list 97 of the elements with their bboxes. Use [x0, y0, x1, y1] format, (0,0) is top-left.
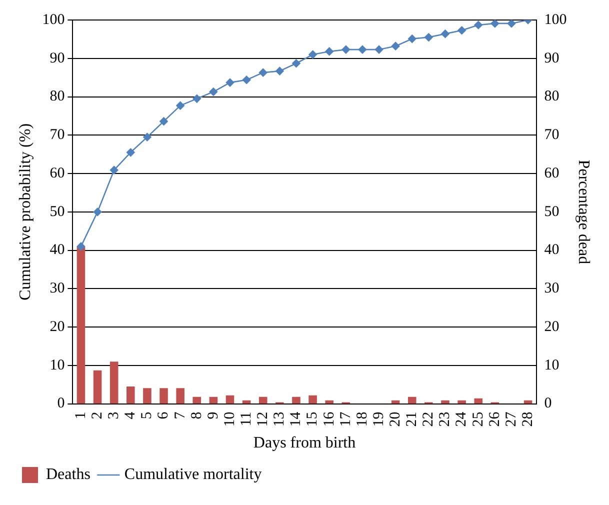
point: [408, 34, 416, 43]
legend-label: Deaths: [46, 466, 90, 484]
bar: [160, 388, 168, 404]
x-tick-label: 18: [354, 412, 370, 427]
bar: [110, 362, 118, 404]
y2-tick-label: 0: [544, 396, 552, 412]
y2-tick-label: 40: [544, 242, 560, 258]
point: [126, 148, 135, 157]
point: [342, 45, 350, 54]
point: [474, 20, 482, 30]
y-tick-label: 10: [50, 357, 65, 374]
bar: [226, 395, 234, 404]
x-tick-label: 24: [454, 411, 470, 427]
y-tick-label: 30: [50, 280, 65, 297]
bar: [474, 398, 482, 404]
x-tick-label: 28: [520, 412, 536, 427]
point: [176, 101, 184, 110]
point: [276, 66, 284, 76]
y-tick-label: 100: [42, 12, 65, 28]
bar: [308, 395, 317, 404]
y2-tick-label: 20: [544, 318, 560, 335]
x-tick-label: 26: [486, 411, 503, 427]
point: [358, 45, 367, 54]
point: [391, 42, 400, 50]
x-tick-label: 7: [172, 411, 188, 420]
bar: [176, 388, 184, 404]
y2-axis-title: Percentage dead: [575, 160, 592, 264]
point: [325, 47, 334, 56]
x-tick-label: 17: [338, 411, 354, 427]
x-tick-label: 11: [238, 412, 254, 426]
x-tick-label: 13: [272, 412, 288, 427]
x-tick-label: 14: [288, 411, 304, 427]
x-tick-label: 10: [222, 412, 238, 427]
bar: [292, 396, 300, 404]
x-tick-label: 12: [255, 412, 272, 427]
y2-tick-label: 80: [544, 88, 560, 105]
bar: [192, 396, 202, 404]
y-tick-label: 60: [50, 165, 65, 182]
x-tick-label: 1: [72, 412, 89, 420]
point: [242, 76, 251, 84]
y-tick-label: 80: [50, 88, 65, 105]
point: [507, 20, 516, 28]
x-tick-label: 15: [304, 412, 321, 427]
x-tick-label: 4: [122, 411, 139, 420]
point: [110, 166, 118, 174]
y-tick-label: 0: [57, 396, 65, 412]
point: [292, 59, 300, 68]
bar: [126, 386, 135, 404]
y2-tick-label: 10: [544, 357, 560, 374]
point: [143, 132, 152, 142]
bar: [143, 388, 152, 404]
point: [308, 50, 317, 59]
bar: [408, 396, 416, 404]
y2-tick-label: 30: [544, 280, 560, 297]
bar: [258, 396, 268, 404]
point: [458, 26, 466, 35]
point: [490, 20, 500, 28]
point: [226, 78, 234, 87]
point: [192, 94, 202, 103]
point: [93, 208, 102, 216]
x-tick-label: 2: [89, 412, 106, 420]
x-tick-label: 27: [503, 411, 520, 427]
x-tick-label: 23: [437, 412, 454, 427]
y2-tick-label: 70: [544, 127, 560, 144]
y-tick-label: 20: [50, 318, 65, 335]
y-axis-title: Cumulative probability (%): [16, 123, 34, 300]
y-tick-label: 90: [50, 50, 65, 66]
x-tick-label: 8: [188, 412, 205, 420]
x-tick-label: 16: [321, 411, 338, 427]
x-tick-label: 3: [106, 412, 122, 420]
point: [258, 68, 268, 77]
x-tick-label: 5: [139, 412, 156, 420]
y-tick-label: 70: [50, 127, 65, 144]
x-tick-label: 6: [156, 411, 172, 420]
point: [209, 88, 218, 96]
y-tick-label: 40: [50, 242, 65, 258]
point: [160, 117, 168, 126]
y2-tick-label: 50: [544, 204, 560, 220]
point: [76, 242, 86, 251]
point: [374, 45, 384, 54]
point: [441, 30, 450, 38]
x-axis-title: Days from birth: [253, 434, 356, 452]
x-tick-label: 19: [370, 412, 387, 427]
y2-tick-label: 60: [544, 165, 560, 182]
y2-tick-label: 90: [544, 50, 560, 66]
x-tick-label: 20: [388, 412, 404, 427]
bar: [76, 246, 86, 404]
point: [424, 33, 433, 42]
x-tick-label: 9: [205, 412, 222, 420]
x-tick-label: 25: [470, 412, 486, 427]
legend-label: Cumulative mortality: [124, 466, 262, 484]
y-tick-label: 50: [50, 204, 65, 220]
bar: [209, 396, 218, 404]
y2-tick-label: 100: [544, 12, 567, 28]
bar: [93, 370, 102, 404]
x-tick-label: 21: [404, 412, 420, 427]
x-tick-label: 22: [420, 412, 437, 427]
